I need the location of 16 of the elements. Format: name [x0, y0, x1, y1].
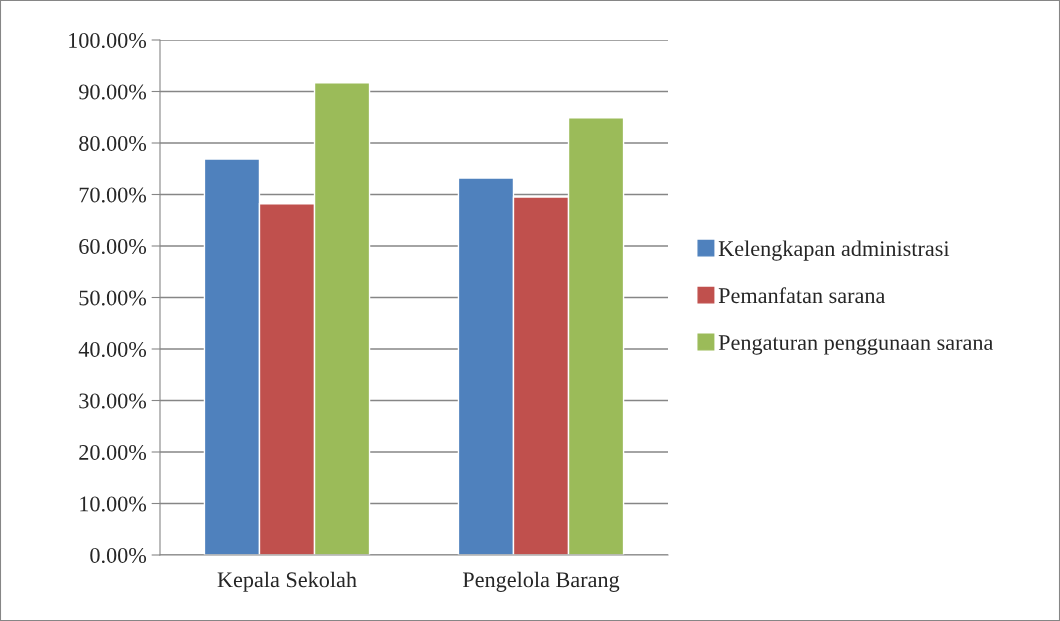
x-tick-label: Pengelola Barang [462, 571, 620, 592]
legend-label: Pengaturan penggunaan sarana [718, 335, 994, 355]
y-tick-label: 40.00% [78, 341, 147, 358]
y-tick-label: 80.00% [79, 135, 147, 152]
y-tick-label: 50.00% [79, 290, 147, 306]
y-tick-label: 10.00% [80, 496, 147, 512]
y-tick-label: 60.00% [79, 238, 147, 255]
legend-label: Kelengkapan administrasi [718, 240, 950, 261]
y-tick-label: 90.00% [79, 84, 147, 100]
y-tick-label: 70.00% [79, 187, 147, 203]
y-tick-label: 100.00% [69, 32, 147, 49]
y-tick-label: 20.00% [79, 444, 147, 461]
y-tick-label: 0.00% [90, 547, 147, 564]
x-tick-label: Kepala Sekolah [217, 571, 357, 592]
y-tick-label: 30.00% [79, 393, 147, 409]
legend-label: Pemanfatan sarana [718, 287, 886, 304]
